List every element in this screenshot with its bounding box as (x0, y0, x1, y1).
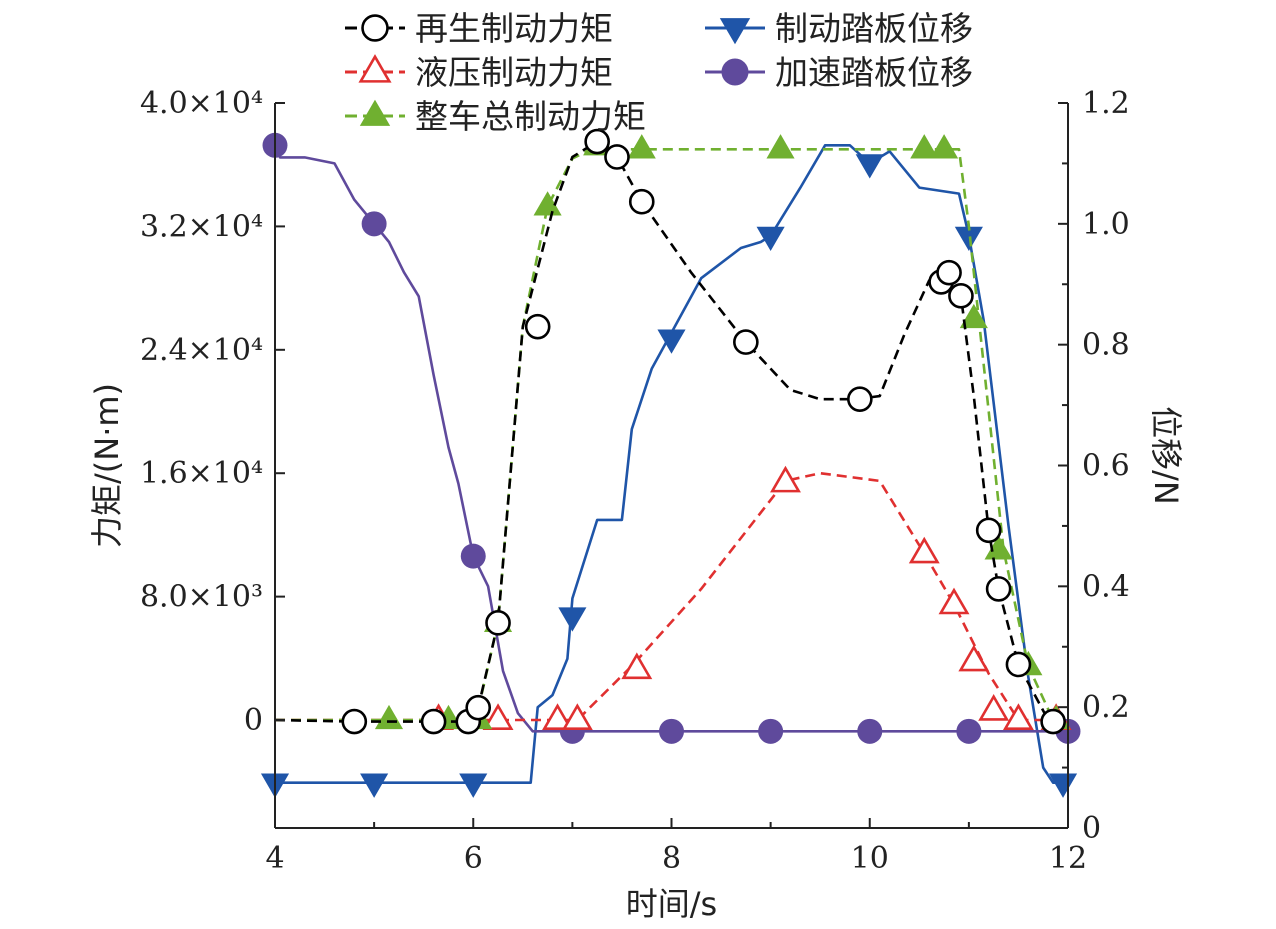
x-tick-label: 4 (265, 841, 284, 876)
data-point (460, 543, 486, 569)
data-point (1048, 773, 1078, 798)
data-point (628, 188, 655, 215)
x-tick-label: 6 (464, 841, 483, 876)
data-point (1005, 651, 1032, 678)
legend-entry: 整车总制动力矩 (345, 97, 646, 136)
data-point (358, 54, 392, 83)
data-point (938, 587, 970, 615)
y-right-tick-label: 1.2 (1082, 86, 1130, 121)
legend-entry: 制动踏板位移 (705, 9, 973, 48)
legend-entry: 加速踏板位移 (705, 53, 973, 92)
series-line (275, 144, 1068, 785)
data-point (459, 773, 488, 798)
x-tick-label: 8 (662, 841, 681, 876)
series-line (275, 144, 1063, 722)
y-axis-right-label: 位移/N (1147, 406, 1185, 505)
x-axis-label: 时间/s (626, 885, 717, 923)
data-point (533, 191, 562, 216)
y-right-tick-label: 1.0 (1082, 207, 1130, 242)
y-right-tick-label: 0 (1082, 811, 1101, 846)
data-point (855, 154, 884, 179)
axes: 4 6 8 10 1208.0×10³1.6×10⁴2.4×10⁴3.2×10⁴4.0×… (140, 86, 1130, 876)
y-left-tick-label: 4.0×10⁴ (140, 86, 263, 121)
series-4 (262, 132, 1081, 744)
data-point (584, 128, 610, 155)
data-point (558, 607, 587, 632)
series-0 (274, 128, 1066, 735)
x-tick-label: 12 (1049, 841, 1087, 876)
series-line (273, 144, 1068, 733)
data-point (1002, 703, 1034, 730)
data-point (482, 703, 514, 730)
data-point (420, 708, 447, 735)
data-point (360, 773, 389, 798)
y-left-tick-label: 8.0×10³ (140, 580, 263, 615)
data-point (847, 386, 873, 412)
data-point (341, 708, 368, 735)
data-point (659, 718, 684, 744)
data-point (978, 694, 1010, 721)
y-left-tick-label: 3.2×10⁴ (140, 209, 263, 244)
data-point (1040, 708, 1066, 735)
x-tick-label: 10 (851, 841, 889, 876)
data-point (627, 134, 656, 159)
data-point (465, 694, 492, 721)
data-point (361, 211, 387, 237)
data-point (936, 259, 962, 286)
data-point (657, 329, 686, 354)
y-left-tick-label: 1.6×10⁴ (140, 456, 263, 491)
data-point (930, 134, 959, 159)
data-point (985, 576, 1012, 602)
y-left-tick-label: 2.4×10⁴ (140, 333, 263, 368)
data-point (956, 718, 982, 744)
y-right-tick-label: 0.8 (1082, 328, 1130, 363)
data-point (359, 99, 391, 126)
legend-label: 整车总制动力矩 (415, 97, 646, 136)
data-point (485, 610, 511, 636)
data-point (908, 536, 940, 564)
data-point (361, 14, 389, 42)
data-point (758, 718, 784, 744)
data-point (542, 703, 573, 730)
y-right-tick-label: 0.2 (1082, 690, 1130, 725)
data-point (621, 652, 653, 680)
series-line (274, 140, 1059, 723)
data-point (770, 465, 801, 493)
data-point (721, 58, 749, 86)
y-axis-left-label: 力矩/(N·m) (88, 383, 126, 548)
data-point (975, 517, 1002, 544)
series-layer (260, 128, 1081, 798)
data-point (959, 303, 988, 329)
series-line (275, 471, 1059, 722)
data-point (524, 313, 551, 340)
data-point (766, 134, 795, 159)
data-point (954, 226, 983, 252)
data-point (719, 18, 751, 45)
data-point (958, 644, 990, 672)
data-point (756, 226, 785, 252)
y-right-tick-label: 0.6 (1082, 449, 1130, 484)
data-point (604, 144, 630, 170)
y-left-tick-label: 0 (244, 703, 263, 738)
series-3 (260, 144, 1078, 798)
legend-label: 液压制动力矩 (415, 53, 613, 92)
data-point (857, 718, 883, 744)
legend-label: 制动踏板位移 (775, 9, 973, 48)
data-point (910, 134, 939, 159)
y-right-tick-label: 0.4 (1082, 569, 1130, 604)
data-point (561, 703, 593, 730)
legend-entry: 液压制动力矩 (345, 53, 613, 92)
data-point (374, 704, 404, 730)
series-2 (275, 131, 1071, 730)
data-point (733, 329, 759, 355)
legend-entry: 再生制动力矩 (345, 9, 613, 48)
series-1 (275, 465, 1072, 730)
legend-label: 再生制动力矩 (415, 9, 613, 48)
data-point (948, 282, 974, 309)
legend-label: 加速踏板位移 (775, 53, 973, 92)
